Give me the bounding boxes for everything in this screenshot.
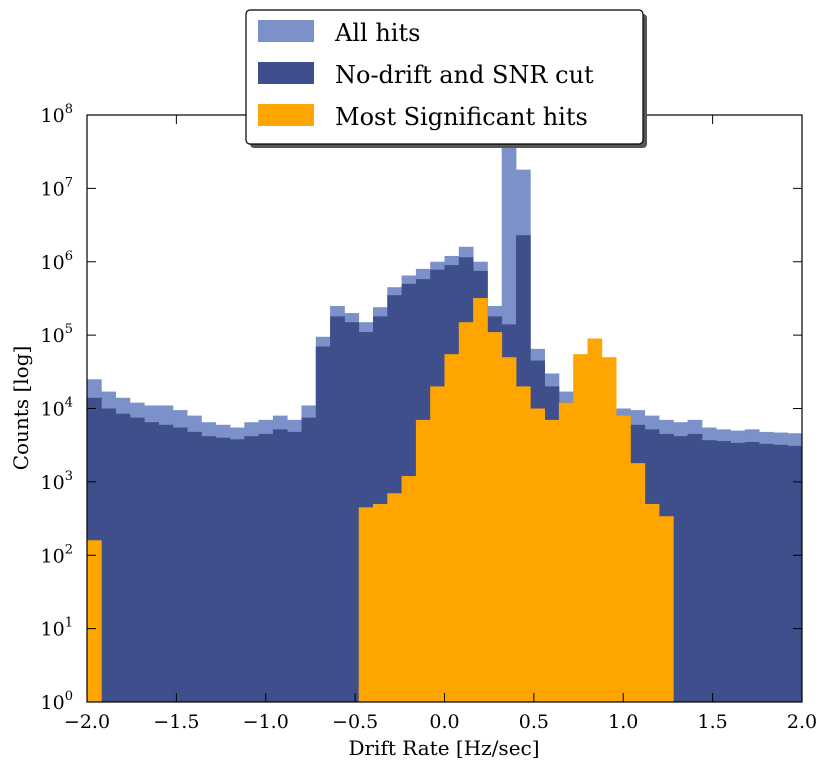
legend-label-most-significant-hits: Most Significant hits [335, 103, 588, 131]
most-significant-bar [659, 516, 674, 702]
y-tick-label: 108 [41, 102, 73, 127]
most-significant-bar [387, 493, 402, 702]
no-drift-bar [773, 444, 789, 702]
legend-swatch-all-hits [258, 20, 314, 42]
most-significant-bar [373, 503, 388, 702]
no-drift-bar [258, 433, 274, 702]
x-tick-label: −2.0 [64, 711, 110, 733]
most-significant-bar [415, 419, 431, 702]
no-drift-bar [172, 427, 188, 702]
most-significant-bar [358, 507, 374, 702]
most-significant-bar [530, 408, 545, 702]
most-significant-bar [616, 415, 631, 702]
no-drift-bar [187, 431, 202, 702]
legend-swatch-most-significant-hits [258, 104, 314, 126]
series-most-significant-hits [87, 298, 674, 702]
x-tick-label: 2.0 [787, 711, 817, 733]
y-tick-label: 103 [41, 469, 73, 494]
no-drift-bar [230, 439, 245, 702]
most-significant-bar [487, 332, 503, 702]
no-drift-bar [129, 417, 145, 702]
most-significant-bar [87, 540, 102, 702]
no-drift-bar [301, 417, 317, 702]
no-drift-bar [101, 408, 116, 702]
x-tick-label: −1.0 [243, 711, 289, 733]
no-drift-bar [687, 433, 703, 702]
no-drift-bar [215, 437, 231, 702]
no-drift-bar [344, 322, 360, 702]
x-axis-label: Drift Rate [Hz/sec] [348, 736, 539, 760]
most-significant-bar [601, 357, 617, 702]
x-tick-label: 0.5 [519, 711, 549, 733]
most-significant-bar [401, 476, 417, 702]
no-drift-bar [315, 346, 331, 702]
most-significant-bar [558, 402, 574, 702]
x-tick-label: −1.5 [153, 711, 199, 733]
x-tick-label: 1.5 [698, 711, 728, 733]
x-tick-label: 0.0 [429, 711, 459, 733]
y-tick-label: 102 [41, 542, 73, 567]
no-drift-bar [272, 429, 288, 702]
no-drift-bar [744, 441, 760, 702]
y-tick-label: 101 [41, 616, 73, 641]
most-significant-bar [573, 354, 588, 702]
legend-label-all-hits: All hits [334, 19, 420, 47]
y-tick-label: 106 [41, 249, 73, 274]
no-drift-bar [716, 441, 731, 702]
legend-swatch-no-drift-snr-cut [258, 62, 314, 84]
no-drift-bar [673, 436, 688, 702]
legend-box [245, 9, 644, 145]
most-significant-bar [458, 322, 474, 702]
most-significant-bar [587, 338, 603, 702]
y-axis: 100 101 102 103 104 105 106 107 108 [41, 102, 802, 714]
most-significant-bar [516, 386, 531, 702]
y-tick-label: 100 [41, 689, 73, 714]
no-drift-bar [730, 442, 746, 702]
most-significant-bar [630, 463, 646, 702]
most-significant-bar [473, 298, 488, 702]
no-drift-bar [759, 443, 774, 702]
no-drift-bar [287, 431, 302, 702]
legend-label-no-drift-snr-cut: No-drift and SNR cut [335, 61, 594, 89]
x-tick-label: −0.5 [332, 711, 378, 733]
no-drift-bar [701, 440, 717, 702]
most-significant-bar [644, 503, 660, 702]
no-drift-bar [244, 436, 259, 702]
most-significant-bar [444, 354, 460, 702]
no-drift-bar [144, 422, 159, 702]
no-drift-bar [115, 413, 131, 702]
y-tick-label: 104 [41, 396, 73, 421]
x-axis: −2.0 −1.5 −1.0 −0.5 0.0 0.5 1.0 1.5 2.0 [64, 115, 817, 733]
legend: All hits No-drift and SNR cut Most Signi… [245, 9, 647, 148]
no-drift-bar [158, 424, 174, 702]
x-tick-label: 1.0 [608, 711, 638, 733]
y-tick-label: 105 [41, 322, 73, 347]
y-axis-label: Counts [log] [9, 346, 33, 471]
no-drift-bar [787, 445, 803, 702]
most-significant-bar [544, 419, 560, 702]
no-drift-bar [330, 316, 345, 702]
y-tick-label: 107 [41, 175, 73, 200]
most-significant-bar [430, 386, 445, 702]
most-significant-bar [501, 357, 517, 702]
no-drift-bar [201, 436, 217, 702]
